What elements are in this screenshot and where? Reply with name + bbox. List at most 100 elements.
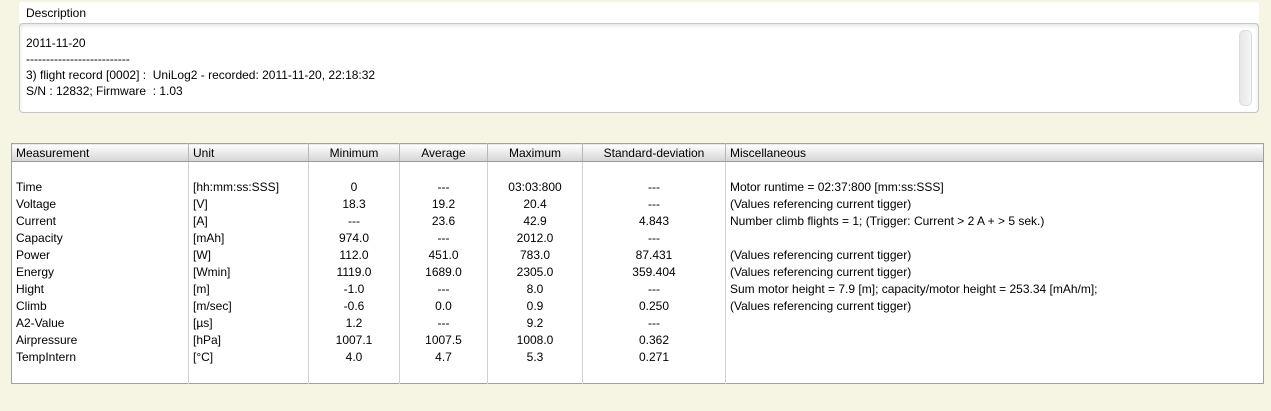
table-cell xyxy=(487,366,583,384)
table-cell: [W] xyxy=(188,247,309,264)
table-cell xyxy=(726,315,1264,332)
table-cell: 2305.0 xyxy=(487,264,583,281)
table-cell: --- xyxy=(399,315,488,332)
table-cell: --- xyxy=(582,179,726,196)
table-cell: --- xyxy=(582,230,726,247)
column-header-maximum[interactable]: Maximum xyxy=(487,143,583,162)
table-cell xyxy=(11,161,189,179)
table-header-row: Measurement Unit Minimum Average Maximum Stan… xyxy=(11,143,1264,162)
table-cell: A2-Value xyxy=(11,315,189,332)
table-cell: Motor runtime = 02:37:800 [mm:ss:SSS] xyxy=(730,180,944,194)
table-cell: 8.0 xyxy=(487,281,583,298)
table-cell: [µs] xyxy=(188,315,309,332)
table-row[interactable] xyxy=(11,366,1264,384)
table-cell: 451.0 xyxy=(399,247,488,264)
table-cell: Power xyxy=(11,247,189,264)
table-cell: (Values referencing current tigger) xyxy=(730,248,912,262)
table-row[interactable]: Time [hh:mm:ss:SSS] 0 --- 03:03:800 --- Motor … xyxy=(11,179,1264,196)
table-row[interactable]: TempIntern [°C] 4.0 4.7 5.3 0.271 xyxy=(11,349,1264,366)
column-header-standard-deviation[interactable]: Standard-deviation xyxy=(582,143,726,162)
table-cell: 42.9 xyxy=(487,213,583,230)
table-cell: (Values referencing current tigger) xyxy=(730,299,912,313)
table-row[interactable]: Hight [m] -1.0 --- 8.0 --- Sum motor height = … xyxy=(11,281,1264,298)
table-cell: 03:03:800 xyxy=(487,179,583,196)
table-cell: -0.6 xyxy=(308,298,400,315)
stats-table-body: Time [hh:mm:ss:SSS] 0 --- 03:03:800 --- Motor … xyxy=(11,161,1264,384)
table-cell: Sum motor height = 7.9 [m]; capacity/mot… xyxy=(730,282,1098,296)
table-cell: [V] xyxy=(188,196,309,213)
column-header-average[interactable]: Average xyxy=(399,143,488,162)
vertical-scrollbar[interactable] xyxy=(1239,30,1252,106)
table-cell: Climb xyxy=(11,298,189,315)
table-row[interactable]: Voltage [V] 18.3 19.2 20.4 --- (Values referen… xyxy=(11,196,1264,213)
table-cell: 1008.0 xyxy=(487,332,583,349)
table-cell: 0.0 xyxy=(399,298,488,315)
table-row[interactable]: Current [A] --- 23.6 42.9 4.843 Number climb f… xyxy=(11,213,1264,230)
table-cell: Hight xyxy=(11,281,189,298)
table-cell xyxy=(308,366,400,384)
table-cell: 783.0 xyxy=(487,247,583,264)
column-header-measurement[interactable]: Measurement xyxy=(11,143,189,162)
table-cell: 1007.1 xyxy=(308,332,400,349)
column-header-unit[interactable]: Unit xyxy=(188,143,309,162)
table-cell: 0.250 xyxy=(582,298,726,315)
table-cell: --- xyxy=(399,230,488,247)
table-cell: --- xyxy=(399,179,488,196)
table-cell: 20.4 xyxy=(487,196,583,213)
column-header-minimum[interactable]: Minimum xyxy=(308,143,400,162)
description-label: Description xyxy=(26,6,87,20)
table-cell: 4.843 xyxy=(582,213,726,230)
table-cell: [A] xyxy=(188,213,309,230)
table-cell: 2012.0 xyxy=(487,230,583,247)
table-cell xyxy=(726,162,1264,180)
table-cell: Voltage xyxy=(11,196,189,213)
table-cell: 1007.5 xyxy=(399,332,488,349)
table-cell: [m] xyxy=(188,281,309,298)
table-cell xyxy=(726,366,1264,384)
table-cell: 9.2 xyxy=(487,315,583,332)
table-cell: 87.431 xyxy=(582,247,726,264)
table-cell: --- xyxy=(399,281,488,298)
table-cell: --- xyxy=(308,213,400,230)
description-group-header: Description xyxy=(19,2,1259,23)
table-cell: [hPa] xyxy=(188,332,309,349)
table-cell: 4.0 xyxy=(308,349,400,366)
table-cell xyxy=(582,366,726,384)
table-row[interactable]: A2-Value [µs] 1.2 --- 9.2 --- xyxy=(11,315,1264,332)
table-cell: 5.3 xyxy=(487,349,583,366)
table-cell: -1.0 xyxy=(308,281,400,298)
table-cell: 0.271 xyxy=(582,349,726,366)
table-cell: 0 xyxy=(308,179,400,196)
table-row[interactable]: Climb [m/sec] -0.6 0.0 0.9 0.250 (Values refer… xyxy=(11,298,1264,315)
table-cell xyxy=(726,230,1264,247)
table-cell: TempIntern xyxy=(11,349,189,366)
table-cell: 19.2 xyxy=(399,196,488,213)
table-cell: 112.0 xyxy=(308,247,400,264)
table-cell xyxy=(399,161,488,179)
table-cell: Energy xyxy=(11,264,189,281)
table-cell: 0.362 xyxy=(582,332,726,349)
table-cell: 18.3 xyxy=(308,196,400,213)
table-cell xyxy=(11,366,189,384)
table-cell: --- xyxy=(582,315,726,332)
table-cell xyxy=(308,161,400,179)
table-cell: 1689.0 xyxy=(399,264,488,281)
table-cell xyxy=(582,161,726,179)
table-cell xyxy=(726,332,1264,349)
table-row[interactable] xyxy=(11,161,1264,180)
table-cell xyxy=(487,161,583,179)
table-cell: Current xyxy=(11,213,189,230)
table-cell: Airpressure xyxy=(11,332,189,349)
column-header-miscellaneous[interactable]: Miscellaneous xyxy=(725,143,1264,162)
table-row[interactable]: Airpressure [hPa] 1007.1 1007.5 1008.0 0.362 xyxy=(11,332,1264,349)
table-cell: 23.6 xyxy=(399,213,488,230)
table-row[interactable]: Power [W] 112.0 451.0 783.0 87.431 (Values ref… xyxy=(11,247,1264,264)
table-row[interactable]: Energy [Wmin] 1119.0 1689.0 2305.0 359.404 (Va… xyxy=(11,264,1264,281)
table-cell xyxy=(399,366,488,384)
table-cell: [°C] xyxy=(188,349,309,366)
table-cell: 1.2 xyxy=(308,315,400,332)
description-textarea[interactable]: 2011-11-20 -------------------------- 3)… xyxy=(19,23,1259,113)
table-row[interactable]: Capacity [mAh] 974.0 --- 2012.0 --- xyxy=(11,230,1264,247)
statistics-table: Measurement Unit Minimum Average Maximum Stan… xyxy=(11,143,1264,384)
table-cell: (Values referencing current tigger) xyxy=(730,197,912,211)
